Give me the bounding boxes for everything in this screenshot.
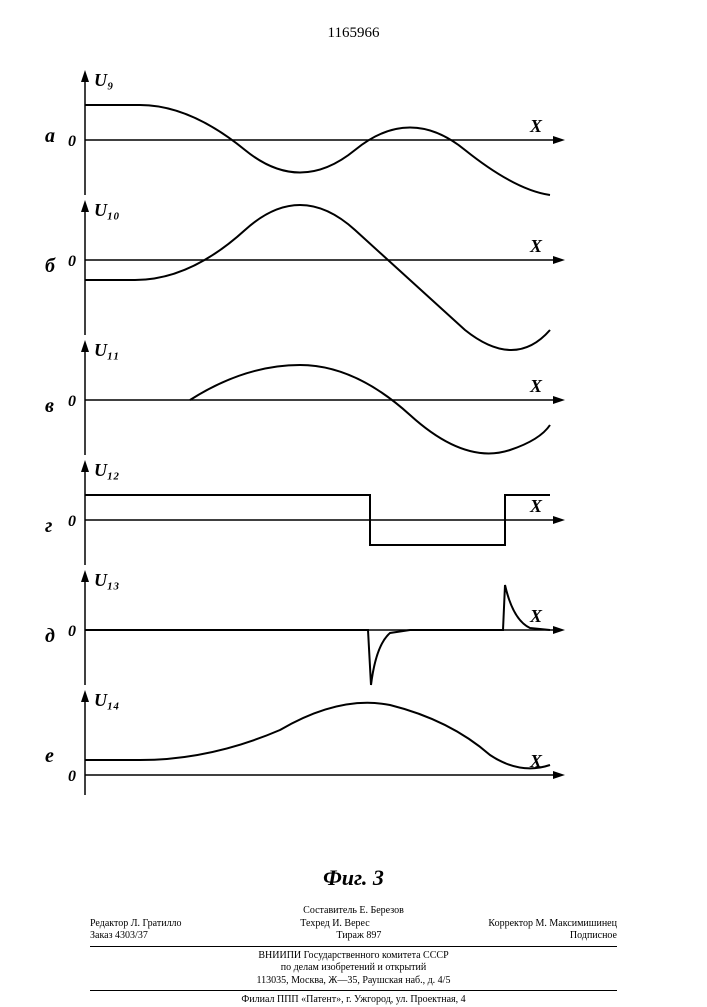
- svg-text:0: 0: [68, 393, 76, 410]
- svg-text:X: X: [529, 496, 543, 516]
- svg-text:0: 0: [68, 768, 76, 785]
- row-label: в: [45, 395, 54, 418]
- svg-text:0: 0: [68, 623, 76, 640]
- svg-text:X: X: [529, 236, 543, 256]
- figure-caption: Фиг. 3: [0, 865, 707, 891]
- plot-svg: U₁₄0X: [80, 690, 570, 800]
- footer-rule1: [90, 946, 617, 947]
- svg-text:0: 0: [68, 513, 76, 530]
- waveform: [85, 703, 550, 769]
- svg-text:U₉: U₉: [94, 70, 113, 90]
- footer-order: Заказ 4303/37: [90, 930, 148, 943]
- plot-svg: U₁₃0X: [80, 570, 570, 690]
- plot-svg: U₁₀0X: [80, 200, 570, 340]
- footer-rule2: [90, 990, 617, 991]
- plot-row-5: еU₁₄0X: [80, 690, 570, 800]
- plot-row-0: аU₉0X: [80, 70, 570, 200]
- footer-tech: Техред И. Верес: [300, 918, 369, 931]
- plot-row-1: бU₁₀0X: [80, 200, 570, 340]
- row-label: е: [45, 745, 54, 768]
- svg-text:0: 0: [68, 253, 76, 270]
- row-label: д: [45, 625, 55, 648]
- footer-corrector: Корректор М. Максимишинец: [488, 918, 617, 931]
- svg-text:U₁₁: U₁₁: [94, 340, 120, 360]
- waveform: [85, 585, 550, 685]
- svg-text:X: X: [529, 751, 543, 771]
- footer-sub: Подписное: [570, 930, 617, 943]
- row-label: а: [45, 125, 55, 148]
- svg-text:U₁₃: U₁₃: [94, 570, 120, 590]
- plots-container: аU₉0XбU₁₀0XвU₁₁0XгU₁₂0XдU₁₃0XеU₁₄0X: [80, 70, 570, 800]
- svg-text:X: X: [529, 606, 543, 626]
- waveform: [190, 365, 550, 453]
- svg-text:X: X: [529, 376, 543, 396]
- plot-row-4: дU₁₃0X: [80, 570, 570, 690]
- footer-compiler: Составитель Е. Березов: [90, 905, 617, 918]
- row-label: б: [45, 255, 55, 278]
- document-number: 1165966: [0, 25, 707, 42]
- footer-addr2: Филиал ППП «Патент», г. Ужгород, ул. Про…: [90, 994, 617, 1007]
- waveform: [85, 105, 550, 195]
- svg-text:0: 0: [68, 133, 76, 150]
- footer-addr1: 113035, Москва, Ж—35, Раушская наб., д. …: [90, 975, 617, 988]
- footer-org2: по делам изобретений и открытий: [90, 962, 617, 975]
- footer-editor: Редактор Л. Гратилло: [90, 918, 182, 931]
- plot-row-3: гU₁₂0X: [80, 460, 570, 570]
- plot-svg: U₉0X: [80, 70, 570, 200]
- footer-tirage: Тираж 897: [336, 930, 381, 943]
- svg-text:U₁₂: U₁₂: [94, 460, 120, 480]
- page: 1165966 аU₉0XбU₁₀0XвU₁₁0XгU₁₂0XдU₁₃0XеU₁…: [0, 0, 707, 1000]
- footer-line2: Редактор Л. Гратилло Техред И. Верес Кор…: [90, 918, 617, 931]
- waveform: [85, 205, 550, 350]
- footer-line3: Заказ 4303/37 Тираж 897 Подписное: [90, 930, 617, 943]
- svg-text:U₁₄: U₁₄: [94, 690, 120, 710]
- plot-svg: U₁₁0X: [80, 340, 570, 460]
- plot-svg: U₁₂0X: [80, 460, 570, 570]
- plot-row-2: вU₁₁0X: [80, 340, 570, 460]
- footer-org1: ВНИИПИ Государственного комитета СССР: [90, 950, 617, 963]
- svg-text:U₁₀: U₁₀: [94, 200, 120, 220]
- footer-block: Составитель Е. Березов Редактор Л. Грати…: [90, 905, 617, 1007]
- row-label: г: [45, 515, 52, 538]
- svg-text:X: X: [529, 116, 543, 136]
